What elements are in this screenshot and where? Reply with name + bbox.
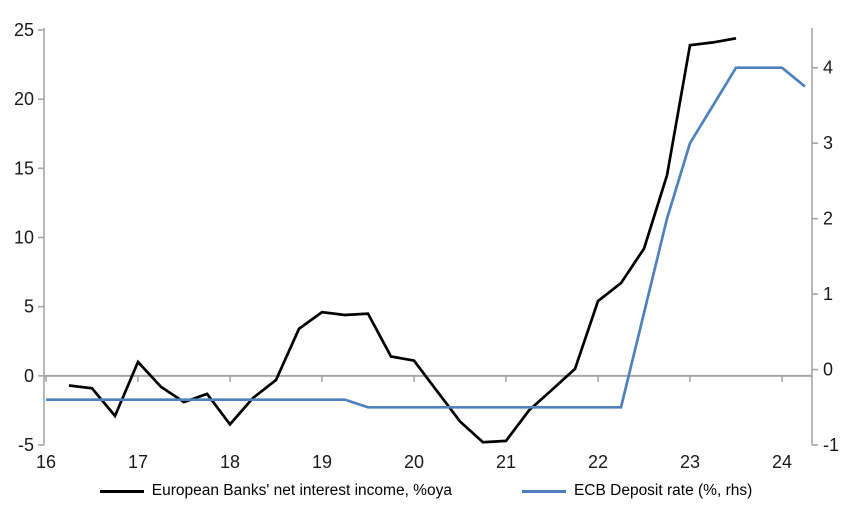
y-axis-left-tick-label: 10 — [14, 228, 34, 248]
x-axis-tick-label: 21 — [496, 452, 516, 472]
y-axis-left-tick-label: -5 — [18, 435, 34, 455]
x-axis-tick-label: 24 — [772, 452, 792, 472]
series-line-ecb — [46, 66, 806, 409]
y-axis-right-tick-label: 0 — [823, 360, 833, 380]
y-axis-right-tick-label: 3 — [823, 133, 833, 153]
x-axis-tick-label: 17 — [128, 452, 148, 472]
x-axis-tick-label: 16 — [36, 452, 56, 472]
y-axis-right-tick-label: 4 — [823, 58, 833, 78]
legend-item-ecb: ECB Deposit rate (%, rhs) — [521, 482, 753, 500]
y-axis-left-tick-label: 20 — [14, 89, 34, 109]
x-axis-tick-label: 19 — [312, 452, 332, 472]
x-axis-tick-label: 18 — [220, 452, 240, 472]
legend-line-swatch-nii — [99, 489, 144, 493]
y-axis-right-tick-label: -1 — [823, 435, 839, 455]
y-axis-left-tick-label: 25 — [14, 20, 34, 40]
y-axis-left-tick-label: 5 — [24, 297, 34, 317]
y-axis-left-tick-label: 0 — [24, 366, 34, 386]
legend-line-swatch-ecb — [521, 489, 566, 493]
legend: European Banks' net interest income, %oy… — [0, 482, 852, 500]
y-axis-right-tick-label: 1 — [823, 284, 833, 304]
legend-item-nii: European Banks' net interest income, %oy… — [99, 482, 452, 500]
x-axis-tick-label: 22 — [588, 452, 608, 472]
legend-label-ecb: ECB Deposit rate (%, rhs) — [573, 482, 753, 499]
y-axis-right-tick-label: 2 — [823, 209, 833, 229]
x-axis-tick-label: 20 — [404, 452, 424, 472]
x-axis-tick-label: 23 — [680, 452, 700, 472]
series-line-nii — [68, 36, 737, 444]
y-axis-left-tick-label: 15 — [14, 158, 34, 178]
legend-label-nii: European Banks' net interest income, %oy… — [151, 482, 452, 499]
